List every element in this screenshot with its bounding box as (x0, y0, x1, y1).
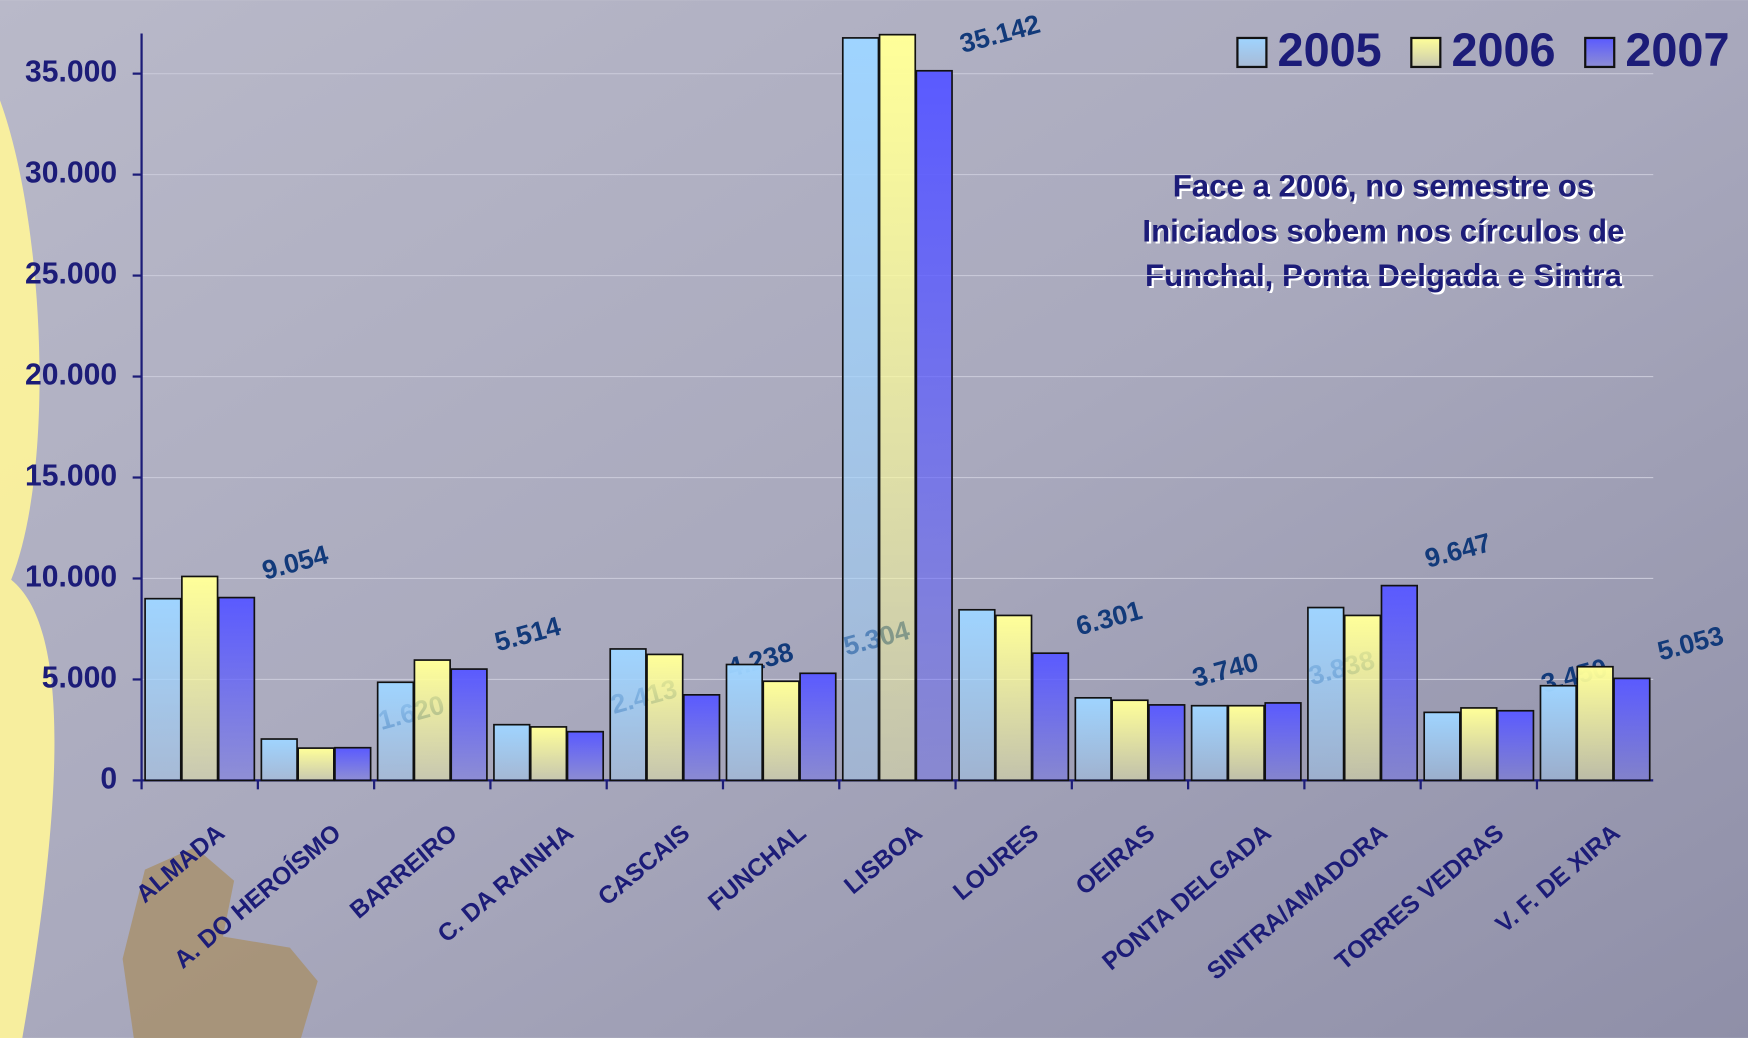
bar (1190, 704, 1229, 782)
bar (799, 672, 837, 782)
bar (725, 663, 764, 782)
bar (1380, 584, 1418, 782)
bar (181, 575, 219, 782)
annotation-text: Iniciados sobem nos círculos de (1142, 213, 1624, 248)
y-tick-label: 10.000 (25, 560, 117, 593)
bar (334, 746, 372, 782)
annotation-shadow: Funchal, Ponta Delgada e Sintra (1147, 260, 1624, 295)
y-tick-label: 5.000 (42, 661, 117, 694)
bar (1074, 696, 1112, 782)
decoration (0, 100, 55, 1038)
bar (1111, 699, 1149, 782)
bar (841, 37, 880, 782)
y-tick-label: 35.000 (25, 56, 117, 89)
bar (1613, 677, 1651, 782)
map-decoration (122, 847, 318, 1038)
legend-swatch (1584, 36, 1616, 69)
bar (1539, 684, 1577, 782)
y-tick-label: 30.000 (25, 157, 117, 190)
bar (1307, 606, 1345, 782)
bar (1460, 707, 1498, 782)
annotation-text: Face a 2006, no semestre os (1173, 169, 1595, 204)
bar (1423, 711, 1461, 782)
legend-label: 2007 (1625, 24, 1729, 76)
bar (958, 608, 996, 782)
bar (413, 659, 451, 782)
y-tick-label: 25.000 (25, 258, 117, 291)
legend-swatch (1236, 36, 1268, 69)
bar (260, 738, 298, 782)
bar (529, 726, 568, 782)
bar (450, 668, 488, 782)
legend-swatch (1410, 36, 1442, 69)
bar (376, 681, 415, 782)
bar (1496, 709, 1535, 782)
bar (609, 648, 647, 782)
bar (297, 747, 335, 782)
bar (682, 694, 721, 782)
bar (646, 653, 684, 782)
legend-label: 2006 (1451, 24, 1555, 76)
bar (1264, 702, 1302, 782)
bar (1227, 704, 1265, 782)
bar (493, 723, 531, 782)
bar (915, 69, 953, 782)
bar (878, 33, 917, 782)
annotation-shadow: Iniciados sobem nos círculos de (1145, 216, 1627, 251)
y-tick-label: 0 (100, 762, 117, 795)
bar (1576, 665, 1614, 782)
bar (566, 730, 605, 782)
bar (1031, 652, 1070, 782)
legend-label: 2005 (1278, 24, 1382, 76)
bar (144, 597, 182, 782)
bar (1343, 614, 1382, 782)
y-tick-label: 20.000 (25, 358, 117, 391)
bar (995, 614, 1033, 782)
bar (1148, 704, 1186, 782)
y-tick-label: 15.000 (25, 459, 117, 492)
bar (217, 596, 256, 782)
bar (762, 680, 800, 782)
annotation-shadow: Face a 2006, no semestre os (1175, 171, 1597, 206)
